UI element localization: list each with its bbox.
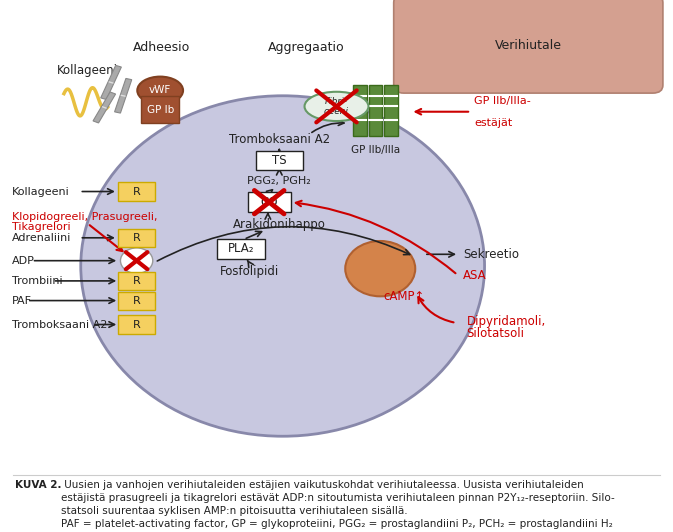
Text: cAMP↑: cAMP↑ [383, 290, 425, 303]
Text: Kollageeni: Kollageeni [57, 64, 118, 77]
Text: estäjät: estäjät [474, 118, 513, 128]
Text: Tikagrelori: Tikagrelori [12, 222, 71, 232]
FancyBboxPatch shape [256, 151, 302, 170]
Text: Uusien ja vanhojen verihiutaleiden estäjien vaikutuskohdat verihiutaleessa. Uusi: Uusien ja vanhojen verihiutaleiden estäj… [61, 480, 614, 529]
Ellipse shape [304, 92, 369, 121]
FancyBboxPatch shape [118, 292, 155, 310]
FancyBboxPatch shape [118, 272, 155, 290]
Text: TS: TS [272, 154, 287, 167]
Text: PAF: PAF [12, 296, 32, 305]
Text: Tromboksaani A2: Tromboksaani A2 [229, 133, 330, 146]
FancyBboxPatch shape [217, 239, 265, 259]
Text: CO: CO [260, 196, 278, 209]
FancyBboxPatch shape [118, 182, 155, 201]
Ellipse shape [137, 77, 183, 104]
FancyBboxPatch shape [353, 85, 367, 136]
Text: GP IIb/IIIa-: GP IIb/IIIa- [474, 96, 531, 106]
Text: R: R [133, 276, 141, 286]
Text: R: R [133, 187, 141, 196]
Text: Adrenaliini: Adrenaliini [12, 233, 71, 243]
Text: ADP: ADP [12, 256, 35, 265]
Text: Fosfolipidi: Fosfolipidi [219, 265, 279, 278]
Text: Adheesio: Adheesio [133, 41, 190, 54]
FancyBboxPatch shape [248, 192, 291, 212]
Text: GP IIb/IIIa: GP IIb/IIIa [351, 145, 400, 155]
Text: Trombiini: Trombiini [12, 276, 63, 286]
Text: R: R [133, 320, 141, 329]
Text: GP Ib: GP Ib [147, 105, 174, 114]
Text: Kollageeni: Kollageeni [12, 187, 70, 196]
Circle shape [120, 248, 153, 273]
Text: Silotatsoli: Silotatsoli [466, 327, 524, 340]
Text: ASA: ASA [463, 269, 487, 281]
Text: Fibri-
geeni: Fibri- geeni [324, 97, 349, 116]
Text: PGG₂, PGH₂: PGG₂, PGH₂ [248, 176, 311, 186]
Text: R: R [133, 233, 141, 243]
FancyBboxPatch shape [118, 315, 155, 334]
Text: vWF: vWF [149, 86, 172, 95]
Polygon shape [101, 65, 121, 99]
FancyBboxPatch shape [369, 85, 382, 136]
Polygon shape [93, 92, 116, 123]
Text: KUVA 2.: KUVA 2. [15, 480, 61, 490]
Text: R: R [133, 296, 141, 305]
Text: Sekreetio: Sekreetio [463, 248, 519, 261]
FancyBboxPatch shape [384, 85, 398, 136]
FancyBboxPatch shape [141, 96, 179, 123]
Text: Dipyridamoli,: Dipyridamoli, [466, 315, 546, 328]
Text: Klopidogreeli, Prasugreeli,: Klopidogreeli, Prasugreeli, [12, 212, 157, 221]
Text: Aggregaatio: Aggregaatio [268, 41, 345, 54]
Ellipse shape [81, 96, 485, 436]
Text: Tromboksaani A2: Tromboksaani A2 [12, 320, 108, 329]
Ellipse shape [345, 241, 415, 296]
Text: Arakidonihappo: Arakidonihappo [233, 218, 326, 231]
FancyBboxPatch shape [118, 229, 155, 247]
FancyBboxPatch shape [394, 0, 663, 93]
Text: Verihiutale: Verihiutale [495, 39, 562, 52]
Polygon shape [114, 78, 132, 113]
Text: PLA₂: PLA₂ [227, 243, 254, 255]
